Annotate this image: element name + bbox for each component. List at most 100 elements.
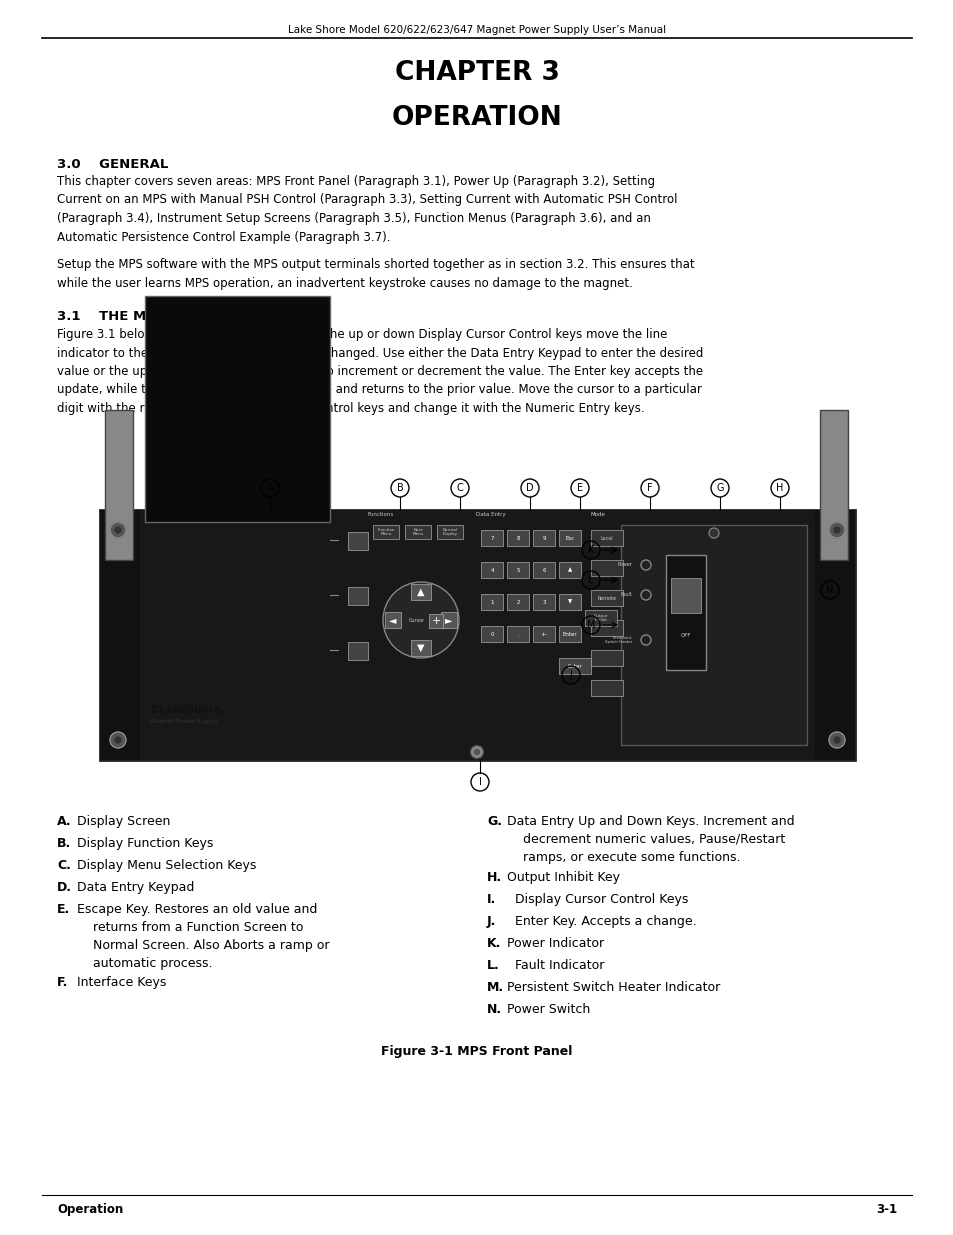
- Text: 3.1    THE MPS FRONT PANEL: 3.1 THE MPS FRONT PANEL: [57, 310, 273, 324]
- Bar: [506, 594, 529, 610]
- Text: Data Entry Up and Down Keys. Increment and
    decrement numeric values, Pause/R: Data Entry Up and Down Keys. Increment a…: [506, 815, 794, 864]
- Text: J: J: [569, 671, 572, 680]
- Bar: [590, 530, 622, 546]
- Text: ◄: ◄: [389, 615, 396, 625]
- Bar: [506, 626, 529, 642]
- Bar: [590, 650, 622, 666]
- Text: A.: A.: [57, 815, 71, 827]
- Text: ▼: ▼: [416, 643, 424, 653]
- Text: D.: D.: [57, 881, 71, 894]
- Bar: [385, 613, 400, 629]
- Text: 2: 2: [516, 599, 519, 604]
- Bar: [105, 410, 132, 559]
- Text: OFF: OFF: [680, 634, 691, 638]
- Bar: [814, 510, 854, 760]
- Text: CHAPTER 3: CHAPTER 3: [395, 61, 558, 86]
- Circle shape: [115, 527, 121, 534]
- Text: Operation: Operation: [57, 1203, 123, 1216]
- Text: .: .: [517, 631, 518, 636]
- Bar: [533, 626, 555, 642]
- Text: M.: M.: [486, 981, 503, 994]
- Bar: [533, 594, 555, 610]
- Text: J.: J.: [486, 915, 496, 927]
- Bar: [620, 525, 806, 745]
- Text: C: C: [456, 483, 463, 493]
- Circle shape: [382, 582, 458, 658]
- Text: 3: 3: [541, 599, 545, 604]
- Text: ▼: ▼: [567, 599, 572, 604]
- Text: K: K: [587, 545, 594, 555]
- Text: Next
Menu: Next Menu: [412, 527, 423, 536]
- Bar: [411, 640, 431, 656]
- Circle shape: [115, 737, 121, 743]
- Text: Power: Power: [617, 562, 631, 568]
- Text: Power Indicator: Power Indicator: [506, 937, 603, 950]
- Bar: [480, 530, 502, 546]
- Text: ©LakeShore.: ©LakeShore.: [150, 705, 226, 715]
- Text: Enter: Enter: [562, 631, 577, 636]
- Bar: [373, 525, 398, 538]
- Text: A: A: [267, 483, 273, 493]
- Text: 3-1: 3-1: [875, 1203, 896, 1216]
- Bar: [436, 525, 462, 538]
- Bar: [590, 680, 622, 697]
- Bar: [670, 578, 700, 613]
- Text: N: N: [825, 585, 833, 595]
- Circle shape: [828, 522, 844, 538]
- Text: N.: N.: [486, 1003, 501, 1016]
- Text: D: D: [526, 483, 534, 493]
- Text: L.: L.: [486, 960, 499, 972]
- Text: Mode: Mode: [590, 513, 605, 517]
- Text: F.: F.: [57, 976, 69, 989]
- Text: H.: H.: [486, 871, 501, 884]
- Bar: [348, 642, 368, 659]
- Text: +: +: [431, 616, 440, 626]
- Text: Local: Local: [600, 536, 613, 541]
- Text: Data Entry: Data Entry: [476, 513, 505, 517]
- Bar: [558, 626, 580, 642]
- Text: Fault Indicator: Fault Indicator: [506, 960, 604, 972]
- Bar: [533, 562, 555, 578]
- Text: Fault: Fault: [619, 593, 631, 598]
- Bar: [558, 562, 580, 578]
- Text: F: F: [646, 483, 652, 493]
- Text: Power Switch: Power Switch: [506, 1003, 590, 1016]
- Text: ►: ►: [445, 615, 453, 625]
- Circle shape: [640, 590, 650, 600]
- Bar: [480, 626, 502, 642]
- Text: Data Entry Keypad: Data Entry Keypad: [77, 881, 194, 894]
- Text: I: I: [478, 777, 481, 787]
- Bar: [820, 410, 847, 559]
- Text: Output Inhibit Key: Output Inhibit Key: [506, 871, 619, 884]
- Bar: [480, 594, 502, 610]
- Text: L: L: [588, 576, 593, 585]
- Text: 0: 0: [490, 631, 494, 636]
- Text: 4: 4: [490, 568, 494, 573]
- Text: Enter Key. Accepts a change.: Enter Key. Accepts a change.: [506, 915, 696, 927]
- Bar: [140, 510, 814, 760]
- Text: Remote: Remote: [597, 595, 616, 600]
- Circle shape: [110, 732, 126, 748]
- Text: 7: 7: [490, 536, 494, 541]
- Bar: [348, 587, 368, 605]
- Circle shape: [833, 527, 840, 534]
- Text: Persistent
Switch Heater: Persistent Switch Heater: [604, 636, 631, 645]
- Bar: [480, 562, 502, 578]
- Circle shape: [833, 737, 840, 743]
- Text: Interface Keys: Interface Keys: [77, 976, 166, 989]
- Text: Normal
Display: Normal Display: [442, 527, 457, 536]
- Text: Figure 3-1 MPS Front Panel: Figure 3-1 MPS Front Panel: [381, 1045, 572, 1058]
- Text: OPERATION: OPERATION: [392, 105, 561, 131]
- Text: H: H: [776, 483, 782, 493]
- Circle shape: [474, 750, 479, 755]
- Text: ▲: ▲: [567, 568, 572, 573]
- Text: B: B: [396, 483, 403, 493]
- Text: M: M: [586, 620, 595, 630]
- Text: G.: G.: [486, 815, 501, 827]
- Text: Display Menu Selection Keys: Display Menu Selection Keys: [77, 860, 256, 872]
- Text: Escape Key. Restores an old value and
    returns from a Function Screen to
    : Escape Key. Restores an old value and re…: [77, 903, 329, 969]
- Bar: [405, 525, 431, 538]
- Text: K.: K.: [486, 937, 501, 950]
- Text: Display Screen: Display Screen: [77, 815, 171, 827]
- Bar: [590, 590, 622, 606]
